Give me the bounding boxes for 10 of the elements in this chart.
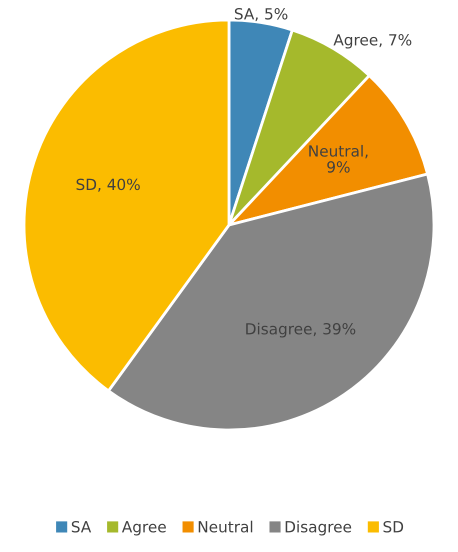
- data-label: SA, 5%: [234, 8, 288, 22]
- data-label: Neutral, 9%: [309, 144, 368, 173]
- data-label: SD, 40%: [76, 178, 140, 192]
- legend-label: SD: [384, 520, 404, 533]
- legend-label: Neutral: [198, 520, 252, 533]
- legend-label: Agree: [122, 521, 166, 536]
- legend-label: Disagree: [286, 520, 352, 536]
- data-label: Disagree, 39%: [246, 322, 356, 338]
- data-label: Agree, 7%: [333, 34, 412, 49]
- legend-label: SA: [72, 520, 92, 533]
